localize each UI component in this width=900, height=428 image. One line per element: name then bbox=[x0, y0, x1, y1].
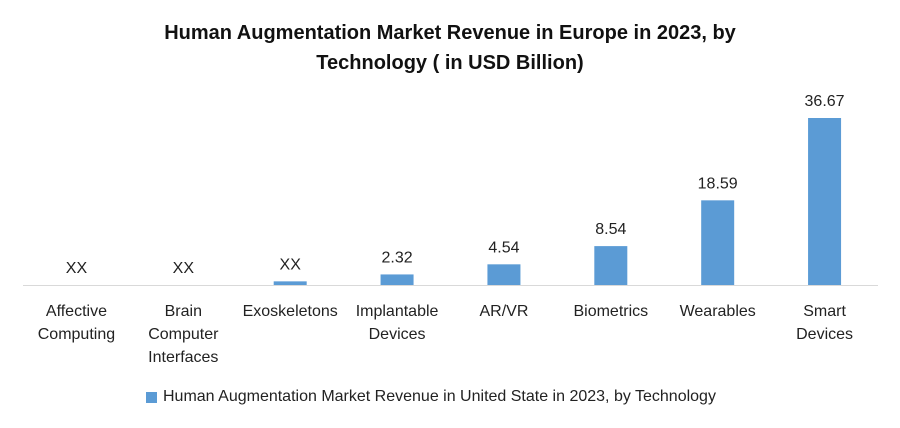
category-label: Wearables bbox=[680, 303, 756, 320]
category-label: AR/VR bbox=[479, 303, 528, 320]
category-label: Affective Computing bbox=[38, 303, 115, 343]
category-label: Exoskeletons bbox=[243, 303, 338, 320]
chart-title-line-2: Technology ( in USD Billion) bbox=[316, 52, 584, 74]
data-label: 8.54 bbox=[595, 221, 626, 238]
bar-ar-vr bbox=[487, 264, 521, 285]
category-label: Biometrics bbox=[573, 303, 648, 320]
legend-label: Human Augmentation Market Revenue in Uni… bbox=[163, 388, 716, 405]
bar-wearables bbox=[701, 200, 735, 285]
data-label: 2.32 bbox=[381, 249, 412, 266]
data-label: XX bbox=[280, 256, 302, 273]
category-label: Brain Computer Interfaces bbox=[148, 303, 219, 366]
value-labels-group: XX XX XX 2.32 4.54 8.54 18.59 36.67 bbox=[66, 93, 845, 277]
data-label: 36.67 bbox=[805, 93, 845, 110]
legend-swatch bbox=[146, 391, 157, 403]
bar-smart-devices bbox=[808, 118, 842, 285]
bar-biometrics bbox=[594, 246, 628, 285]
bar-exoskeletons bbox=[273, 281, 307, 285]
data-label: 18.59 bbox=[698, 175, 738, 192]
chart-title-line-1: Human Augmentation Market Revenue in Eur… bbox=[164, 22, 736, 44]
data-label: XX bbox=[66, 260, 88, 277]
data-label: XX bbox=[173, 260, 195, 277]
bars-group bbox=[273, 118, 842, 285]
legend: Human Augmentation Market Revenue in Uni… bbox=[146, 385, 716, 409]
bar-implantable-devices bbox=[380, 274, 414, 285]
category-label: Implantable Devices bbox=[356, 303, 439, 343]
chart-title: Human Augmentation Market Revenue in Eur… bbox=[100, 18, 800, 78]
data-label: 4.54 bbox=[488, 239, 519, 256]
category-labels-group: Affective Computing Brain Computer Interface… bbox=[38, 303, 853, 366]
category-label: Smart Devices bbox=[796, 303, 853, 343]
